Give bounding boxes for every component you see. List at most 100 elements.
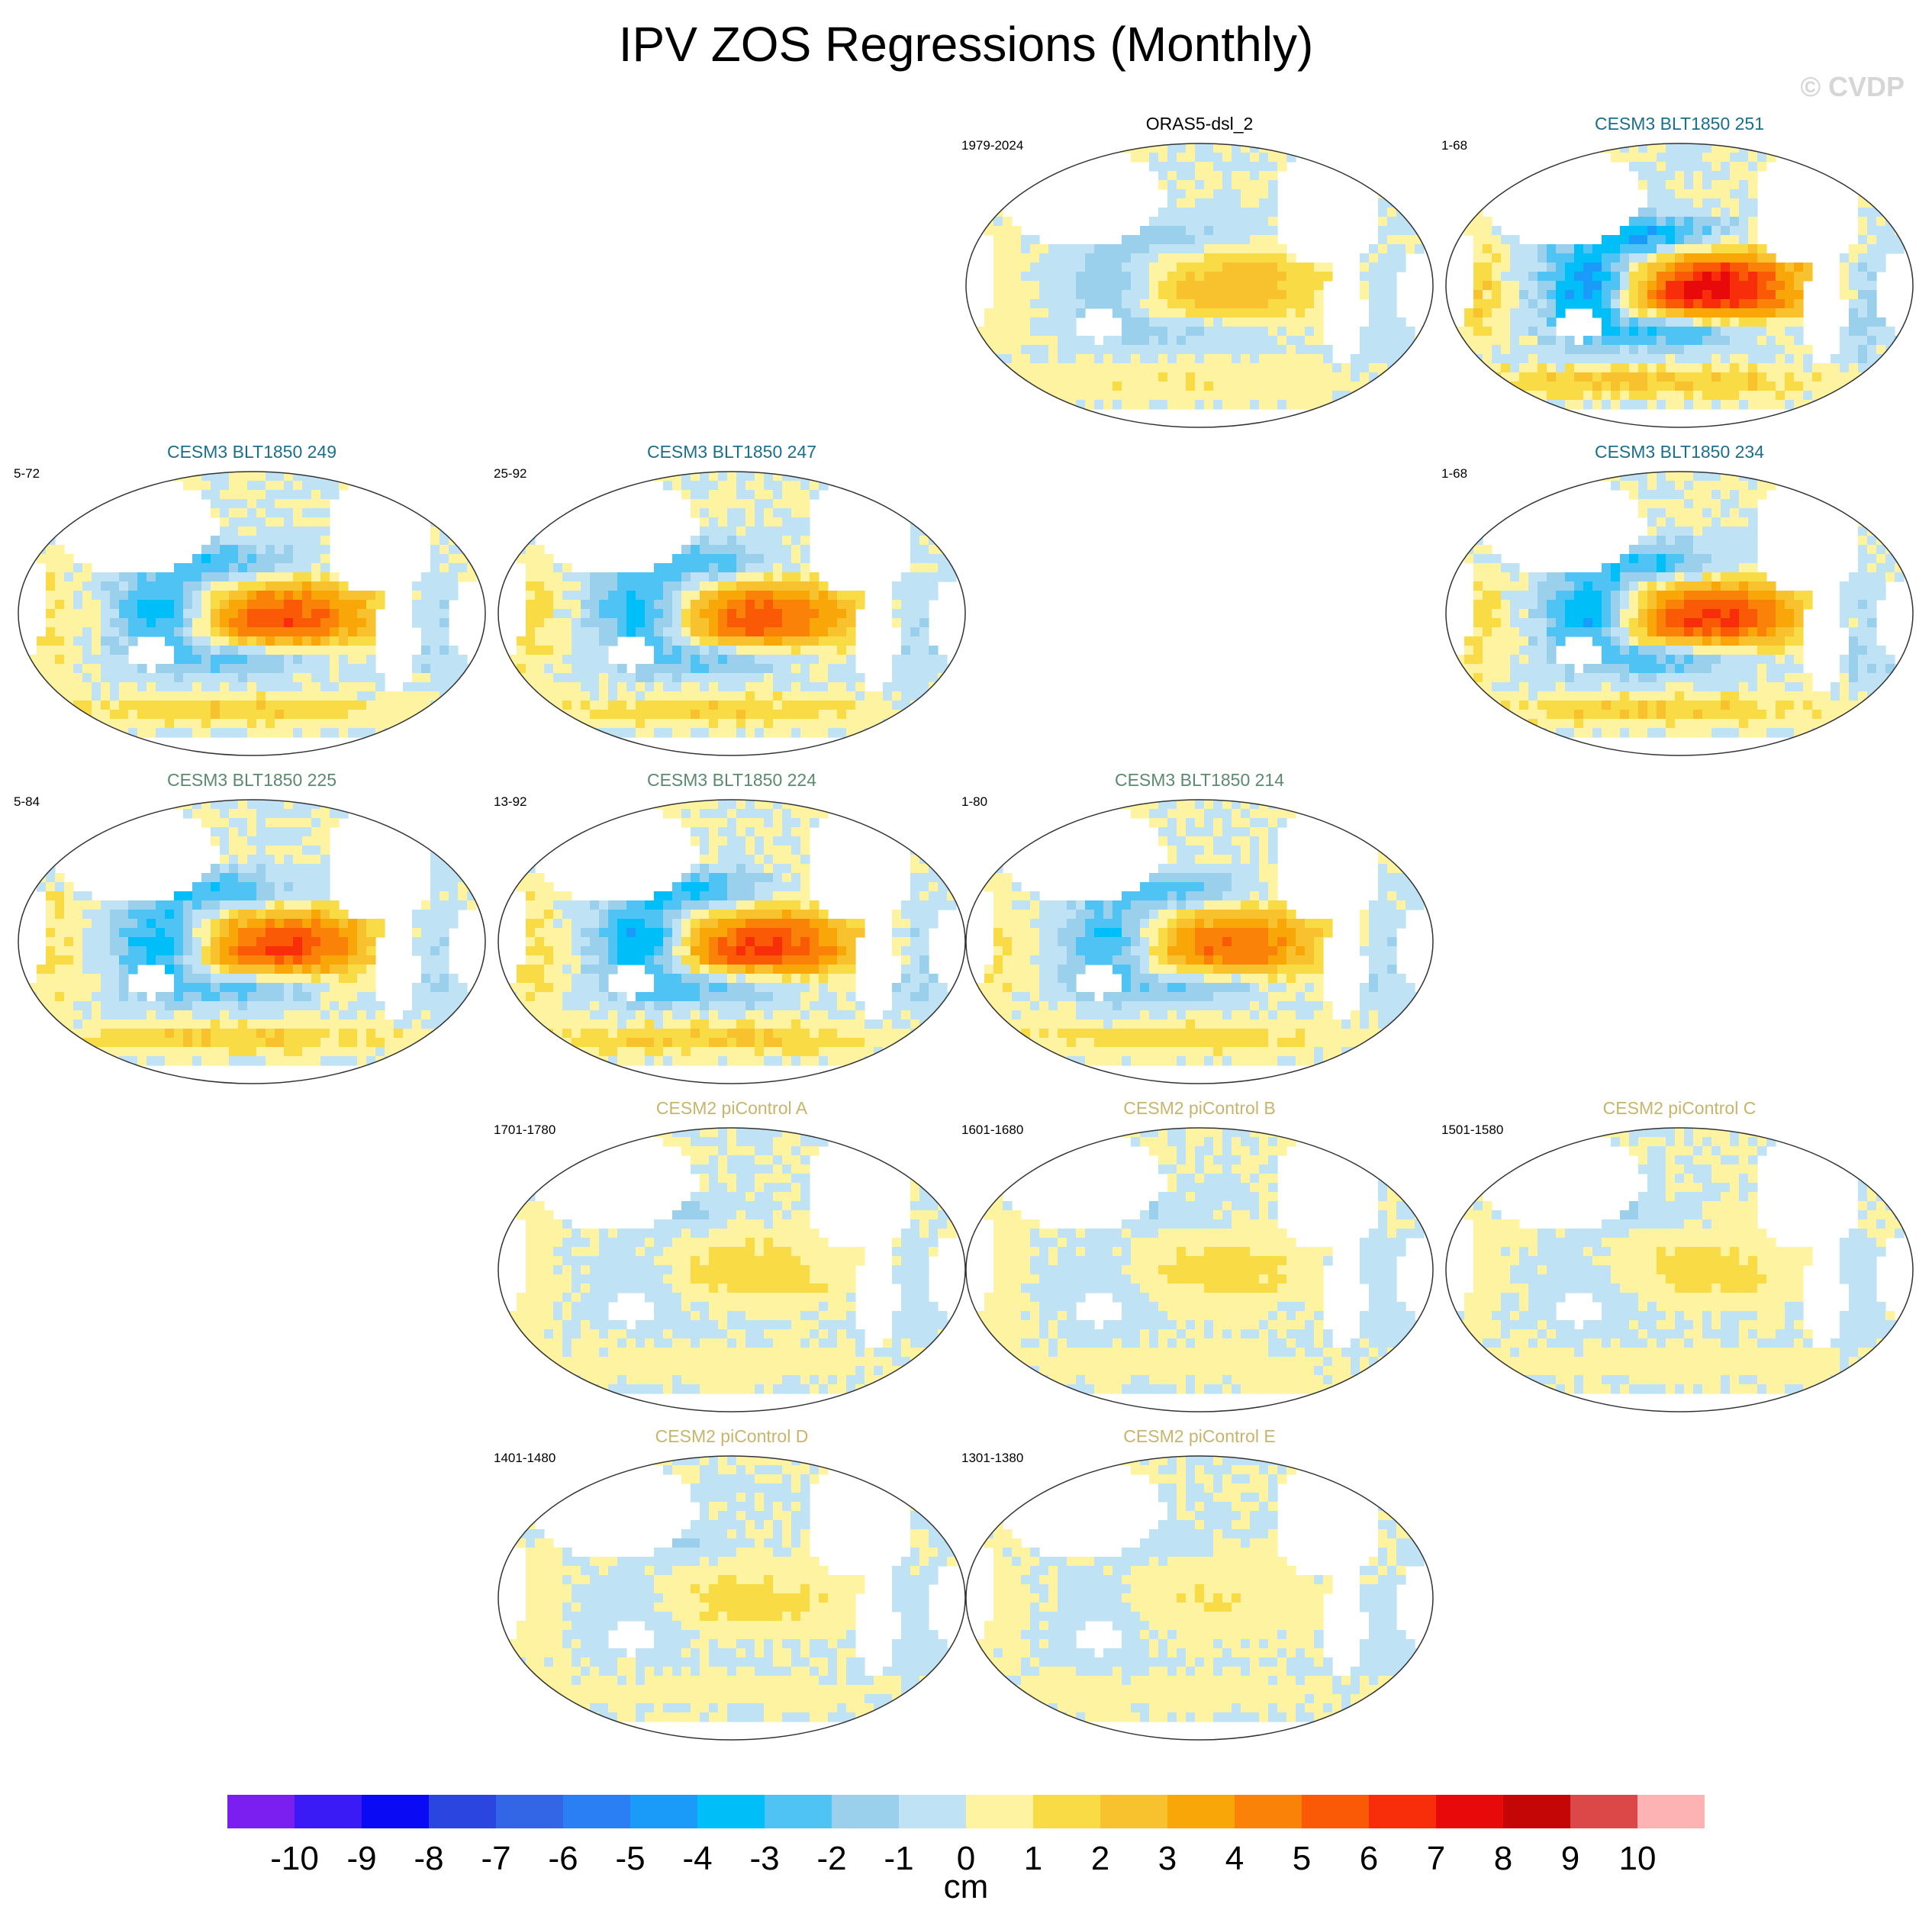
map-panel: CESM3 BLT1850 249 5-72 <box>12 440 491 760</box>
panel-title: CESM3 BLT1850 214 <box>1114 770 1285 790</box>
map-panel: CESM2 piControl D 1401-1480 <box>492 1424 971 1744</box>
colorbar-swatch <box>227 1795 295 1828</box>
panel-years: 25-92 <box>494 466 527 481</box>
regression-map <box>18 799 486 1084</box>
panel-title: CESM3 BLT1850 224 <box>646 770 817 790</box>
colorbar-swatch <box>966 1795 1033 1828</box>
field-cells <box>498 1128 965 1412</box>
map-outline <box>18 799 486 1084</box>
figure-title: IPV ZOS Regressions (Monthly) <box>618 17 1314 72</box>
panel-years: 5-84 <box>14 794 40 809</box>
regression-map <box>497 1127 966 1412</box>
colorbar-swatch <box>1637 1795 1705 1828</box>
regression-map <box>965 799 1434 1084</box>
colorbar-swatch <box>1235 1795 1302 1828</box>
regression-map <box>497 1455 966 1741</box>
colorbar-swatch <box>899 1795 966 1828</box>
regression-map <box>1445 471 1914 756</box>
panel-title: CESM3 BLT1850 251 <box>1594 114 1765 134</box>
map-panel: ORAS5-dsl_2 1979-2024 <box>960 111 1439 432</box>
colorbar-swatch <box>295 1795 362 1828</box>
colorbar-swatch <box>496 1795 563 1828</box>
regression-map <box>965 1455 1434 1741</box>
map-panel: CESM3 BLT1850 214 1-80 <box>960 768 1439 1088</box>
field-cells <box>966 1456 1433 1740</box>
colorbar-swatch <box>362 1795 429 1828</box>
panel-title: CESM2 piControl E <box>1123 1426 1276 1446</box>
map-outline <box>497 471 966 756</box>
panel-title: CESM2 piControl B <box>1123 1098 1276 1118</box>
field-cells <box>1446 143 1913 427</box>
field-cells <box>1446 472 1913 755</box>
map-outline <box>965 143 1434 428</box>
map-outline <box>1445 1127 1914 1412</box>
panel-years: 1701-1780 <box>494 1123 556 1137</box>
regression-map <box>497 471 966 756</box>
panel-title: CESM3 BLT1850 249 <box>166 442 337 462</box>
panel-years: 5-72 <box>14 466 40 481</box>
map-panel: CESM3 BLT1850 224 13-92 <box>492 768 971 1088</box>
panel-title: CESM2 piControl A <box>655 1098 808 1118</box>
field-cells <box>1446 1128 1913 1412</box>
colorbar-swatch <box>1302 1795 1369 1828</box>
panel-years: 1-80 <box>961 794 988 809</box>
colorbar-swatch <box>765 1795 832 1828</box>
map-outline <box>497 1127 966 1412</box>
panel-title: CESM3 BLT1850 225 <box>166 770 337 790</box>
map-panel: CESM2 piControl A 1701-1780 <box>492 1096 971 1416</box>
colorbar-swatch <box>630 1795 697 1828</box>
cvdp-watermark: © CVDP <box>1800 71 1905 102</box>
colorbar-swatch <box>429 1795 496 1828</box>
panel-years: 1301-1380 <box>961 1451 1024 1465</box>
panel-title: CESM3 BLT1850 247 <box>646 442 817 462</box>
colorbar-swatch <box>1100 1795 1167 1828</box>
regression-map <box>18 471 486 756</box>
panel-years: 1-68 <box>1441 466 1468 481</box>
map-outline <box>1445 143 1914 428</box>
panel-title: CESM3 BLT1850 234 <box>1594 442 1765 462</box>
field-cells <box>966 800 1433 1084</box>
panel-years: 1-68 <box>1441 138 1468 153</box>
colorbar-swatch <box>697 1795 765 1828</box>
map-panel: CESM3 BLT1850 247 25-92 <box>492 440 971 760</box>
panel-title: CESM2 piControl C <box>1602 1098 1757 1118</box>
field-cells <box>966 1128 1433 1412</box>
field-cells <box>18 472 485 755</box>
colorbar-swatch <box>563 1795 630 1828</box>
colorbar-swatch <box>832 1795 899 1828</box>
colorbar-swatch <box>1033 1795 1100 1828</box>
regression-map <box>1445 143 1914 428</box>
colorbar-swatch <box>1570 1795 1637 1828</box>
field-cells <box>498 1456 965 1740</box>
field-cells <box>498 472 965 755</box>
map-outline <box>497 799 966 1084</box>
regression-map <box>497 799 966 1084</box>
panel-years: 1979-2024 <box>961 138 1024 153</box>
colorbar-swatch <box>1167 1795 1235 1828</box>
map-panel: CESM2 piControl E 1301-1380 <box>960 1424 1439 1744</box>
colorbar-swatch <box>1369 1795 1436 1828</box>
regression-map <box>1445 1127 1914 1412</box>
panel-title: CESM2 piControl D <box>655 1426 809 1446</box>
map-panel: CESM2 piControl B 1601-1680 <box>960 1096 1439 1416</box>
panel-years: 1601-1680 <box>961 1123 1024 1137</box>
map-outline <box>965 1127 1434 1412</box>
map-outline <box>965 799 1434 1084</box>
map-panel: CESM3 BLT1850 225 5-84 <box>12 768 491 1088</box>
field-cells <box>966 143 1433 427</box>
regression-map <box>965 1127 1434 1412</box>
colorbar-swatch <box>1503 1795 1570 1828</box>
field-cells <box>18 800 485 1084</box>
panel-years: 1401-1480 <box>494 1451 556 1465</box>
map-outline <box>1445 471 1914 756</box>
panel-title: ORAS5-dsl_2 <box>1145 114 1254 134</box>
map-outline <box>965 1455 1434 1741</box>
field-cells <box>498 800 965 1084</box>
map-panel: CESM3 BLT1850 234 1-68 <box>1440 440 1919 760</box>
regression-map <box>965 143 1434 428</box>
colorbar-swatch <box>1436 1795 1503 1828</box>
map-outline <box>497 1455 966 1741</box>
map-panel: CESM2 piControl C 1501-1580 <box>1440 1096 1919 1416</box>
panel-years: 13-92 <box>494 794 527 809</box>
map-panel: CESM3 BLT1850 251 1-68 <box>1440 111 1919 432</box>
